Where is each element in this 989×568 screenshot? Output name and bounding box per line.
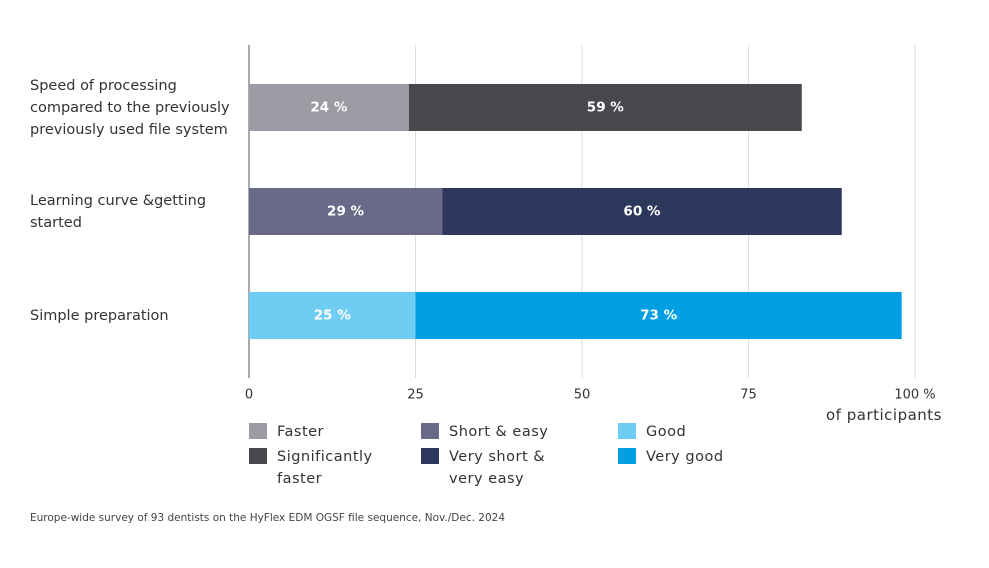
legend-swatch (618, 448, 636, 464)
bar-segment (408, 84, 802, 131)
legend-label: Good (646, 424, 687, 440)
bar-segment (249, 188, 443, 235)
legend-swatch (421, 448, 439, 464)
legend-item: Significantly faster (249, 446, 392, 490)
legend-label: Very good (646, 449, 724, 465)
value-label: 24 % (310, 100, 347, 116)
x-tick-label: 50 (574, 388, 591, 403)
value-label: 29 % (327, 204, 364, 220)
legend-swatch (421, 423, 439, 439)
value-label: 59 % (587, 100, 624, 116)
bar-segment (415, 292, 902, 339)
x-tick-label: 25 (407, 388, 424, 403)
bar-segment (442, 188, 842, 235)
x-axis-label: of participants (826, 406, 942, 424)
legend-label: Short & easy (449, 424, 549, 440)
legend-label: Significantly faster (277, 449, 373, 487)
legend-item: Good (618, 421, 761, 443)
bar-segment (249, 84, 409, 131)
legend-item: Short & easy (421, 421, 564, 443)
value-label: 25 % (314, 308, 351, 324)
legend-swatch (249, 423, 267, 439)
footnote: Europe-wide survey of 93 dentists on the… (30, 512, 506, 524)
legend-label: Very short & very easy (449, 449, 546, 487)
x-tick-label: 0 (245, 388, 253, 403)
category-label: Speed of processing compared to the prev… (30, 77, 230, 138)
legend-item: Very short & very easy (421, 446, 564, 490)
category-label: Learning curve &getting started (30, 192, 207, 231)
category-label: Simple preparation (30, 307, 169, 324)
legend-label: Faster (277, 424, 325, 440)
legend-item: Faster (249, 421, 392, 443)
bar-segment (249, 292, 416, 339)
value-label: 73 % (640, 308, 677, 324)
legend-item: Very good (618, 446, 761, 468)
legend-swatch (618, 423, 636, 439)
value-label: 60 % (623, 204, 660, 220)
legend-swatch (249, 448, 267, 464)
x-tick-label: 75 (740, 388, 757, 403)
x-tick-label: 100 % (894, 388, 935, 403)
